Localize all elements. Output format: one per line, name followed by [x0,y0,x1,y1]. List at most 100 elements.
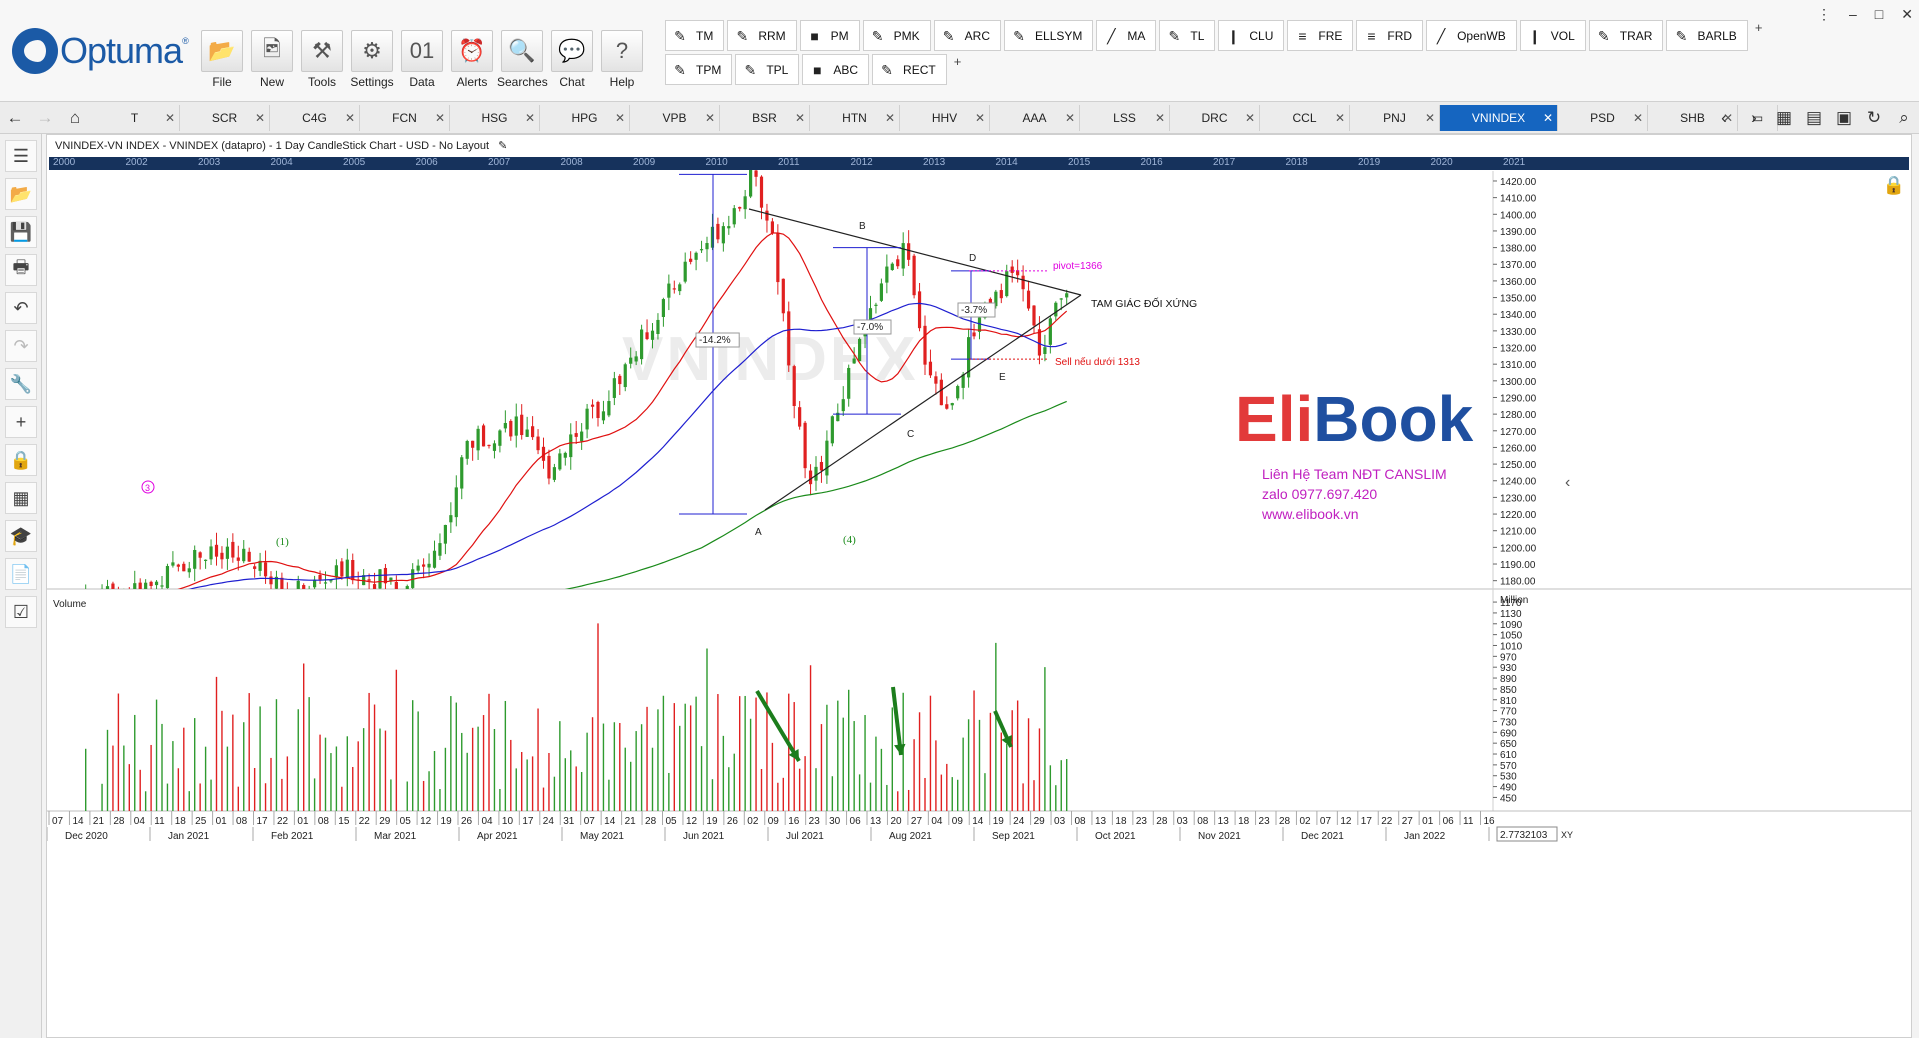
tool-tpl-button[interactable]: ✎ TPL [735,54,800,85]
tool-tm-button[interactable]: ✎ TM [665,20,725,51]
student-icon[interactable]: 🎓 [5,520,37,552]
minimize-icon[interactable]: – [1849,6,1857,22]
layout-icon[interactable]: ▤ [1805,108,1823,127]
tool-rrm-button[interactable]: ✎ RRM [727,20,797,51]
tool-pmk-button[interactable]: ✎ PMK [862,20,931,51]
tool-ellsym-button[interactable]: ✎ ELLSYM [1004,20,1094,51]
tab-hsg[interactable]: HSG ✕ [450,105,540,131]
tab-close-icon[interactable]: ✕ [254,111,265,125]
print-icon[interactable]: 🖶 [5,254,37,286]
tab-close-icon[interactable]: ✕ [1542,111,1553,125]
tool-barlb-button[interactable]: ✎ BARLB [1666,20,1748,51]
checklist-icon[interactable]: ☑ [5,596,37,628]
tool-frd-button[interactable]: ≡ FRD [1356,20,1424,51]
tab-close-icon[interactable]: ✕ [704,111,715,125]
tab-close-icon[interactable]: ✕ [1632,111,1643,125]
new-tab-icon[interactable]: ▭ [1738,105,1778,131]
document-icon[interactable]: 📄 [5,558,37,590]
undo-icon[interactable]: ↶ [5,292,37,324]
tab-lss[interactable]: LSS ✕ [1080,105,1170,131]
tab-hhv[interactable]: HHV ✕ [900,105,990,131]
open-folder-icon[interactable]: 📂 [5,178,37,210]
overview-timeline[interactable]: 2000 2002 2003 2004 2005 2006 2007 2008 2009 2010… [49,157,1909,170]
tab-ccl[interactable]: CCL ✕ [1260,105,1350,131]
close-icon[interactable]: ✕ [1901,6,1913,22]
tab-close-icon[interactable]: ✕ [1334,111,1345,125]
new-button[interactable]: 🖻 New [247,30,297,89]
tab-close-icon[interactable]: ✕ [164,111,175,125]
tab-fcn[interactable]: FCN ✕ [360,105,450,131]
tab-close-icon[interactable]: ✕ [1154,111,1165,125]
tab-close-icon[interactable]: ✕ [434,111,445,125]
tab-bsr[interactable]: BSR ✕ [720,105,810,131]
tab-vnindex[interactable]: VNINDEX ✕ [1440,105,1558,131]
tool-vol-button[interactable]: ❙ VOL [1519,20,1586,51]
outline-icon[interactable]: ☰ [5,140,37,172]
chart-window[interactable]: VNINDEX VNINDEX-VN INDEX - VNINDEX (datap… [46,134,1912,1038]
tab-t[interactable]: T ✕ [90,105,180,131]
tool-clu-button[interactable]: ❙ CLU [1218,20,1285,51]
chart-canvas[interactable]: VNINDEX VNINDEX-VN INDEX - VNINDEX (datap… [47,135,1911,1037]
tool-rect-button[interactable]: ✎ RECT [872,54,947,85]
grid-view-icon[interactable]: ▦ [1775,108,1793,127]
tab-close-icon[interactable]: ✕ [974,111,985,125]
zoom-search-icon[interactable]: ⌕ [1899,108,1909,127]
maximize-icon[interactable]: □ [1874,6,1884,22]
tool-abc-button[interactable]: ■ ABC [802,54,870,85]
tool-pm-button[interactable]: ■ PM [799,20,860,51]
forward-arrow-icon[interactable]: → [36,108,54,127]
tool-fre-button[interactable]: ≡ FRE [1287,20,1354,51]
date-tick-label: 30 [829,816,841,827]
tab-close-icon[interactable]: ✕ [614,111,625,125]
tab-vpb[interactable]: VPB ✕ [630,105,720,131]
tab-close-icon[interactable]: ✕ [524,111,535,125]
save-icon[interactable]: 💾 [5,216,37,248]
tool-openwb-button[interactable]: ╱ OpenWB [1426,20,1517,51]
tab-scroll-right-icon[interactable]: › [1751,108,1757,127]
add-tool-icon[interactable]: + [953,54,962,69]
tool-trar-button[interactable]: ✎ TRAR [1588,20,1664,51]
tab-aaa[interactable]: AAA ✕ [990,105,1080,131]
tool-tl-button[interactable]: ✎ TL [1159,20,1216,51]
tab-close-icon[interactable]: ✕ [344,111,355,125]
tab-htn[interactable]: HTN ✕ [810,105,900,131]
crosshair-icon[interactable]: + [5,406,37,438]
tool-tpm-button[interactable]: ✎ TPM [665,54,733,85]
tool-arc-button[interactable]: ✎ ARC [933,20,1002,51]
back-arrow-icon[interactable]: ← [6,108,24,127]
searches-button[interactable]: 🔍 Searches [497,30,548,89]
tab-psd[interactable]: PSD ✕ [1558,105,1648,131]
lock-icon[interactable]: 🔒 [5,444,37,476]
tab-close-icon[interactable]: ✕ [1244,111,1255,125]
tab-shb[interactable]: SHB ✕ [1648,105,1738,131]
alerts-button[interactable]: ⏰ Alerts [447,30,497,89]
redo-icon[interactable]: ↷ [5,330,37,362]
tool-ma-button[interactable]: ╱ MA [1096,20,1157,51]
wrench-icon[interactable]: 🔧 [5,368,37,400]
tools-button[interactable]: ⚒ Tools [297,30,347,89]
file-button[interactable]: 📂 File [197,30,247,89]
scale-lock-icon[interactable]: 🔒 [1882,175,1905,195]
tab-scroll-left-icon[interactable]: ‹ [1721,108,1727,127]
tab-drc[interactable]: DRC ✕ [1170,105,1260,131]
tab-pnj[interactable]: PNJ ✕ [1350,105,1440,131]
tab-close-icon[interactable]: ✕ [884,111,895,125]
tab-scr[interactable]: SCR ✕ [180,105,270,131]
tab-close-icon[interactable]: ✕ [794,111,805,125]
add-tool-icon[interactable]: + [1754,20,1763,35]
tab-c4g[interactable]: C4G ✕ [270,105,360,131]
more-icon[interactable]: ⋮ [1817,6,1831,22]
refresh-icon[interactable]: ↻ [1866,108,1882,127]
tab-close-icon[interactable]: ✕ [1722,111,1733,125]
tile-icon[interactable]: ▣ [1835,108,1853,127]
tab-close-icon[interactable]: ✕ [1424,111,1435,125]
tab-hpg[interactable]: HPG ✕ [540,105,630,131]
chat-button[interactable]: 💬 Chat [547,30,597,89]
pencil-icon[interactable]: ✎ [498,140,508,152]
settings-button[interactable]: ⚙ Settings [347,30,397,89]
home-icon[interactable]: ⌂ [69,108,81,127]
tab-close-icon[interactable]: ✕ [1064,111,1075,125]
help-button[interactable]: ? Help [597,30,647,89]
grid-icon[interactable]: ▦ [5,482,37,514]
data-button[interactable]: 01 Data [397,30,447,89]
